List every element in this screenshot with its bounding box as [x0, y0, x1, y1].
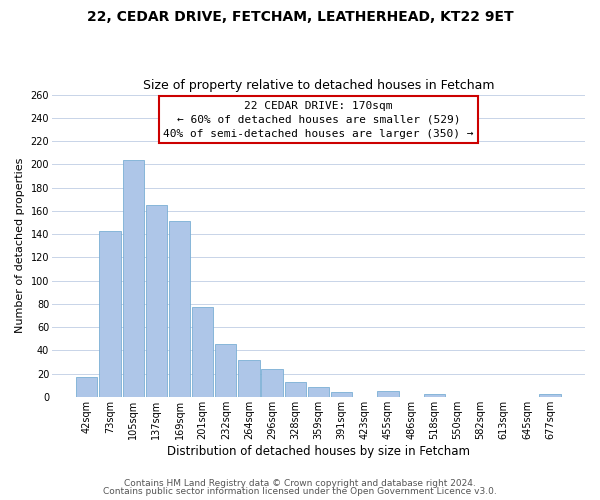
Bar [100, 230, 121, 397]
Bar [215, 344, 236, 397]
Bar [424, 394, 445, 397]
Bar [331, 392, 352, 397]
Text: 22, CEDAR DRIVE, FETCHAM, LEATHERHEAD, KT22 9ET: 22, CEDAR DRIVE, FETCHAM, LEATHERHEAD, K… [86, 10, 514, 24]
Bar [169, 222, 190, 397]
Y-axis label: Number of detached properties: Number of detached properties [15, 158, 25, 334]
Text: Contains public sector information licensed under the Open Government Licence v3: Contains public sector information licen… [103, 488, 497, 496]
Bar [262, 369, 283, 397]
Title: Size of property relative to detached houses in Fetcham: Size of property relative to detached ho… [143, 79, 494, 92]
Bar [377, 391, 398, 397]
Bar [146, 205, 167, 397]
Bar [539, 394, 561, 397]
Text: Contains HM Land Registry data © Crown copyright and database right 2024.: Contains HM Land Registry data © Crown c… [124, 478, 476, 488]
Text: 22 CEDAR DRIVE: 170sqm
← 60% of detached houses are smaller (529)
40% of semi-de: 22 CEDAR DRIVE: 170sqm ← 60% of detached… [163, 100, 474, 138]
Bar [284, 382, 306, 397]
X-axis label: Distribution of detached houses by size in Fetcham: Distribution of detached houses by size … [167, 444, 470, 458]
Bar [308, 388, 329, 397]
Bar [238, 360, 260, 397]
Bar [122, 160, 144, 397]
Bar [76, 377, 97, 397]
Bar [192, 308, 214, 397]
